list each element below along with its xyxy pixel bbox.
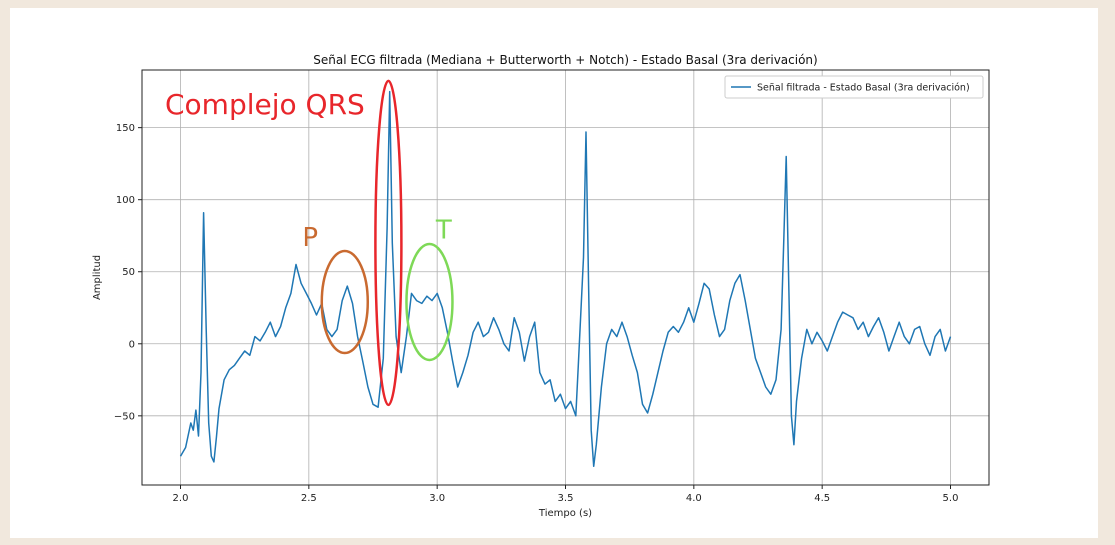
y-tick-label: 150 bbox=[116, 123, 135, 134]
annotation-p-label: P bbox=[302, 223, 318, 253]
x-tick-label: 4.5 bbox=[814, 493, 830, 504]
y-tick-label: 50 bbox=[122, 267, 135, 278]
axis-ticks: 2.0 2.5 3.0 3.5 4.0 4.5 5.0 −50 0 50 100 150 bbox=[114, 123, 959, 504]
x-axis-label: Tiempo (s) bbox=[538, 508, 592, 519]
grid-lines bbox=[142, 70, 989, 485]
y-axis-label: Amplitud bbox=[92, 255, 103, 300]
x-tick-label: 3.5 bbox=[558, 493, 574, 504]
p-wave-ellipse bbox=[320, 249, 370, 355]
ecg-line-chart: 2.0 2.5 3.0 3.5 4.0 4.5 5.0 −50 0 50 100 150 Señal … bbox=[92, 53, 990, 519]
x-tick-label: 2.5 bbox=[301, 493, 317, 504]
y-tick-label: 100 bbox=[116, 195, 135, 206]
legend: Señal filtrada - Estado Basal (3ra deriv… bbox=[724, 75, 984, 99]
y-tick-label: 0 bbox=[129, 339, 135, 350]
annotation-t-label: T bbox=[435, 216, 452, 246]
legend-box bbox=[724, 75, 984, 99]
qrs-ellipse bbox=[374, 79, 403, 407]
x-tick-label: 4.0 bbox=[686, 493, 702, 504]
ecg-series-line bbox=[179, 90, 952, 468]
y-tick-label: −50 bbox=[114, 411, 135, 422]
figure-canvas: 2.0 2.5 3.0 3.5 4.0 4.5 5.0 −50 0 50 100 150 Señal … bbox=[10, 8, 1098, 538]
legend-label: Señal filtrada - Estado Basal (3ra deriv… bbox=[757, 83, 970, 94]
series-layer bbox=[179, 90, 952, 468]
annotation-ellipses bbox=[320, 79, 454, 407]
chart-title: Señal ECG filtrada (Mediana + Butterwort… bbox=[313, 53, 817, 67]
x-tick-label: 2.0 bbox=[173, 493, 189, 504]
annotation-qrs-label: Complejo QRS bbox=[165, 88, 365, 121]
t-wave-ellipse bbox=[405, 242, 454, 362]
x-tick-label: 3.0 bbox=[429, 493, 445, 504]
x-tick-label: 5.0 bbox=[943, 493, 959, 504]
